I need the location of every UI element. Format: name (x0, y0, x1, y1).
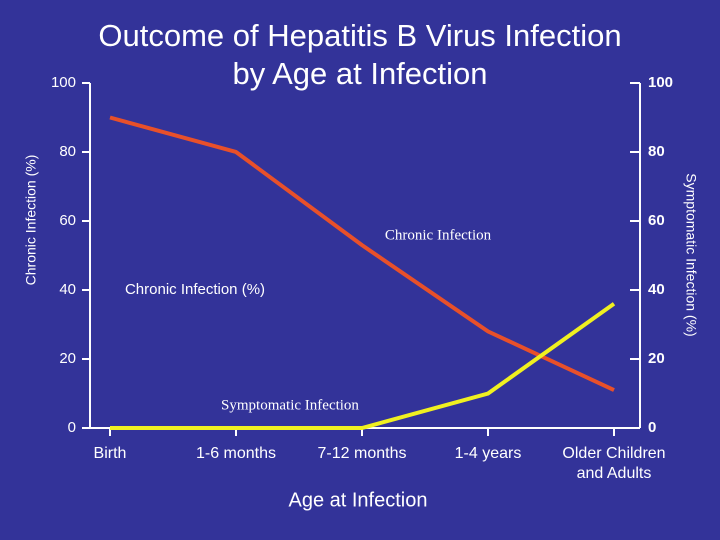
series-label: Chronic Infection (385, 227, 492, 243)
y-tick-label: 100 (51, 74, 76, 91)
x-tick-label: 7-12 months (317, 445, 407, 462)
y2-tick-label: 20 (648, 350, 665, 367)
x-tick-label: Birth (93, 445, 127, 462)
y2-tick-label: 100 (648, 74, 673, 91)
y-axis-label: Chronic Infection (%) (23, 155, 39, 286)
y2-tick-label: 60 (648, 212, 665, 229)
y2-tick-label: 40 (648, 281, 665, 298)
x-tick-label: Older Children and Adults (562, 445, 666, 482)
y2-tick-label: 0 (648, 419, 656, 436)
annotation: Chronic Infection (%) (125, 281, 265, 298)
chart-subtitle: by Age at Infection (232, 56, 488, 91)
y2-axis-label: Symptomatic Infection (%) (683, 173, 699, 336)
x-tick-label: 1-6 months (195, 445, 277, 462)
y-tick-label: 40 (59, 281, 76, 298)
y-tick-label: 80 (59, 143, 76, 160)
x-axis-label: Age at Infection (289, 489, 428, 511)
series-line (110, 302, 616, 430)
chart-title: Outcome of Hepatitis B Virus Infection (98, 18, 622, 53)
x-tick-label: 1-4 years (454, 445, 522, 462)
series-label: Symptomatic Infection (221, 397, 359, 413)
series-line (109, 115, 615, 392)
y-tick-label: 20 (59, 350, 76, 367)
y-tick-label: 60 (59, 212, 76, 229)
y-tick-label: 0 (68, 419, 76, 436)
y2-tick-label: 80 (648, 143, 665, 160)
